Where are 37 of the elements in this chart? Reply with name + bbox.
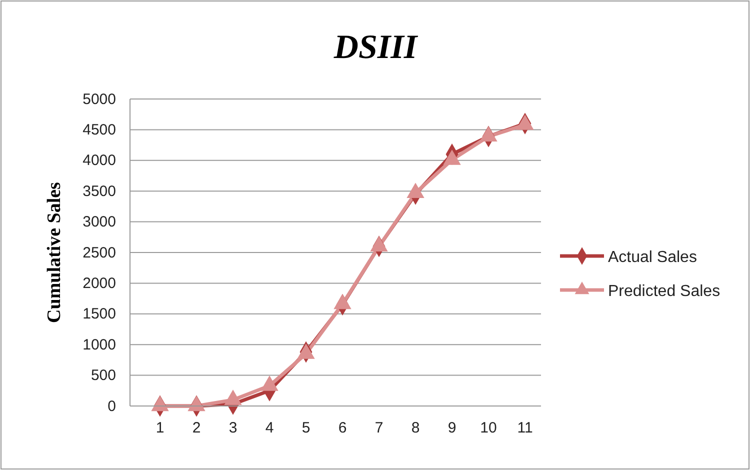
x-tick-label: 4 <box>265 420 274 437</box>
point <box>407 183 424 198</box>
y-tick-label: 1000 <box>82 336 116 354</box>
y-tick-label: 5000 <box>82 90 116 108</box>
x-tick-label: 5 <box>302 420 310 437</box>
point <box>516 115 534 130</box>
legend-label: Actual Sales <box>608 249 697 266</box>
point <box>152 396 168 412</box>
y-tick-label: 3500 <box>82 182 116 200</box>
x-tick-label: 3 <box>228 420 238 437</box>
x-tick-label: 1 <box>156 420 164 437</box>
y-tick-label: 4500 <box>82 122 116 138</box>
x-tick-label: 9 <box>448 420 456 437</box>
point <box>188 396 205 412</box>
point <box>370 236 388 252</box>
x-tick-label: 7 <box>374 420 384 437</box>
point <box>444 150 460 165</box>
point <box>334 294 351 310</box>
legend-label: Predicted Sales <box>608 283 720 300</box>
y-tick-label: 1500 <box>82 306 116 323</box>
y-tick-label: 4000 <box>82 152 116 170</box>
point <box>224 390 242 405</box>
chart-title: DSIII <box>332 29 419 66</box>
point <box>298 344 314 359</box>
y-tick-label: 500 <box>90 367 116 384</box>
y-axis-title: Cumulative Sales <box>44 182 65 323</box>
y-tick-label: 2000 <box>82 275 116 292</box>
y-tick-label: 2500 <box>82 244 116 262</box>
x-tick-label: 11 <box>517 420 533 437</box>
x-tick-label: 10 <box>480 420 497 437</box>
point <box>261 376 278 391</box>
y-tick-label: 0 <box>108 398 116 415</box>
point <box>480 126 497 142</box>
x-tick-label: 6 <box>338 420 347 437</box>
x-tick-label: 2 <box>192 420 201 437</box>
x-tick-label: 8 <box>411 420 420 437</box>
y-tick-label: 3000 <box>82 214 116 231</box>
